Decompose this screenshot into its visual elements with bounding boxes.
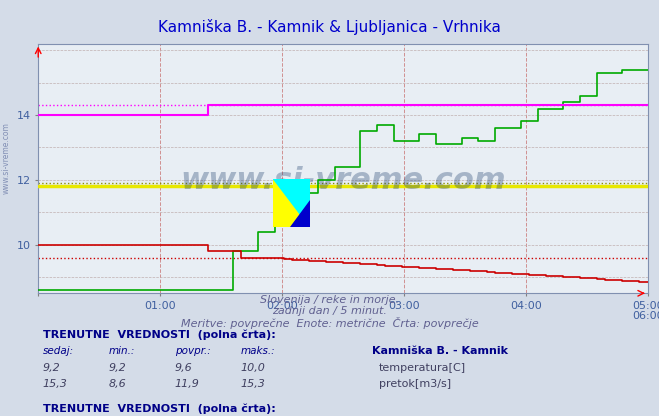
Text: 9,2: 9,2 [109, 363, 127, 373]
Polygon shape [273, 179, 310, 227]
Text: 8,6: 8,6 [109, 379, 127, 389]
Text: 9,6: 9,6 [175, 363, 192, 373]
Polygon shape [273, 179, 310, 227]
Text: Slovenija / reke in morje.: Slovenija / reke in morje. [260, 295, 399, 305]
Text: min.:: min.: [109, 346, 135, 356]
Text: maks.:: maks.: [241, 346, 275, 356]
Text: Kamniška B. - Kamnik & Ljubljanica - Vrhnika: Kamniška B. - Kamnik & Ljubljanica - Vrh… [158, 19, 501, 35]
Text: 10,0: 10,0 [241, 363, 266, 373]
Text: povpr.:: povpr.: [175, 346, 210, 356]
Text: TRENUTNE  VREDNOSTI  (polna črta):: TRENUTNE VREDNOSTI (polna črta): [43, 404, 275, 414]
Text: 11,9: 11,9 [175, 379, 200, 389]
Text: temperatura[C]: temperatura[C] [379, 363, 466, 373]
Text: pretok[m3/s]: pretok[m3/s] [379, 379, 451, 389]
Text: www.si-vreme.com: www.si-vreme.com [2, 122, 11, 194]
Text: www.si-vreme.com: www.si-vreme.com [180, 166, 506, 196]
Text: 9,2: 9,2 [43, 363, 61, 373]
Text: zadnji dan / 5 minut.: zadnji dan / 5 minut. [272, 306, 387, 316]
Text: 15,3: 15,3 [241, 379, 266, 389]
Text: 06:00: 06:00 [632, 311, 659, 321]
Text: Kamniška B. - Kamnik: Kamniška B. - Kamnik [372, 346, 508, 356]
Text: sedaj:: sedaj: [43, 346, 74, 356]
Text: Meritve: povprečne  Enote: metrične  Črta: povprečje: Meritve: povprečne Enote: metrične Črta:… [181, 317, 478, 329]
Text: 15,3: 15,3 [43, 379, 68, 389]
Polygon shape [290, 201, 310, 227]
Text: TRENUTNE  VREDNOSTI  (polna črta):: TRENUTNE VREDNOSTI (polna črta): [43, 329, 275, 340]
